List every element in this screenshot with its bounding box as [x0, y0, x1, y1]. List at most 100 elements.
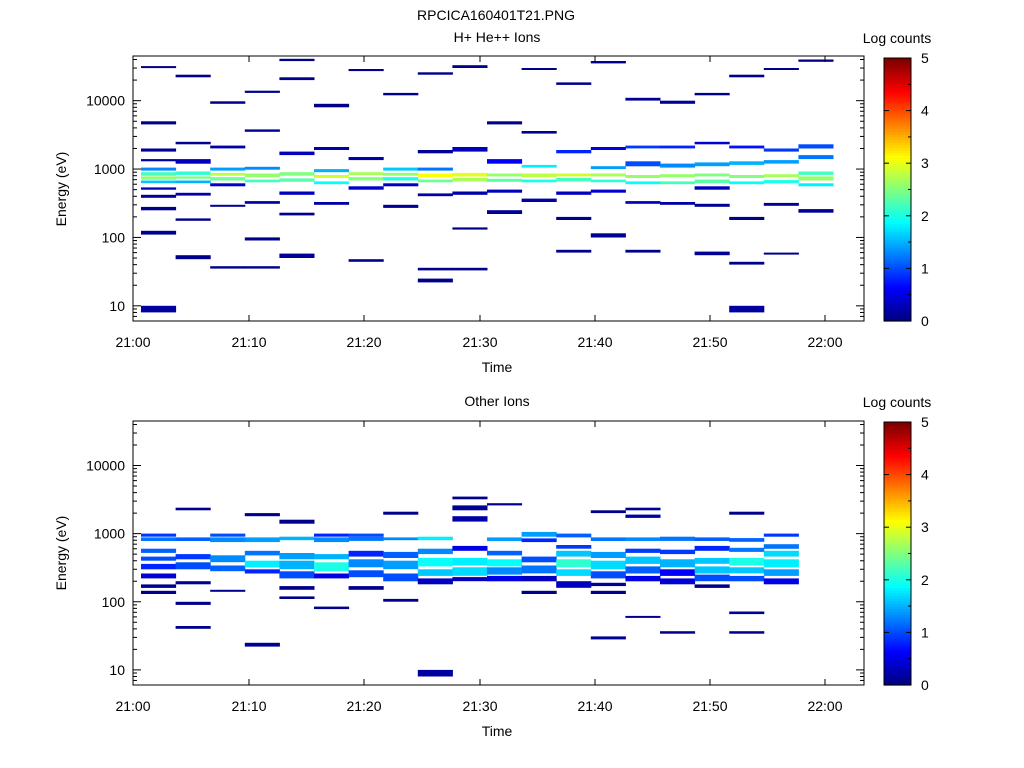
- colorbar-segment: [884, 192, 911, 196]
- figure-title: RPCICA160401T21.PNG: [417, 7, 575, 23]
- heatmap-cell: [556, 150, 592, 154]
- heatmap-cell: [729, 575, 765, 582]
- heatmap-cell: [175, 255, 211, 260]
- colorbar-segment: [884, 485, 911, 489]
- heatmap-cell: [383, 177, 419, 181]
- colorbar-segment: [884, 147, 911, 151]
- colorbar-segment: [884, 126, 911, 130]
- x-tick-label: 21:50: [692, 698, 727, 714]
- colorbar-segment: [884, 516, 911, 520]
- colorbar-segment: [884, 569, 911, 573]
- heatmap-cell: [694, 566, 730, 574]
- heatmap-cell: [521, 173, 557, 178]
- heatmap-cell: [417, 557, 453, 567]
- colorbar-segment: [884, 524, 911, 528]
- y-tick-label: 1000: [94, 526, 125, 542]
- colorbar-segment: [884, 207, 911, 212]
- colorbar-segment: [884, 281, 911, 285]
- heatmap-cell: [556, 581, 592, 588]
- heatmap-cell: [314, 606, 350, 610]
- heatmap-cell: [383, 551, 419, 558]
- y-tick-label: 100: [102, 594, 126, 610]
- heatmap-cell: [417, 150, 453, 154]
- heatmap-cell: [348, 186, 384, 190]
- x-axis: 21:00 21:10 21:20 21:30 21:40 21:50 22:00: [115, 56, 843, 350]
- colorbar-segment: [884, 221, 911, 225]
- colorbar-segment: [884, 450, 911, 455]
- heatmap-cell: [175, 601, 211, 605]
- heatmap-cell: [798, 155, 834, 160]
- colorbar-segment: [884, 247, 911, 251]
- heatmap-cell: [625, 249, 661, 253]
- heatmap-cell: [694, 179, 730, 184]
- colorbar-tick-label: 4: [921, 103, 929, 119]
- heatmap-cell: [279, 596, 315, 599]
- heatmap-cell: [141, 305, 177, 313]
- colorbar-segment: [884, 663, 911, 668]
- heatmap-cell: [763, 202, 799, 206]
- heatmap-cell: [417, 173, 453, 178]
- heatmap-cell: [694, 251, 730, 256]
- heatmap-cell: [729, 567, 765, 574]
- colorbar-segment: [884, 587, 911, 591]
- heatmap-cell: [348, 533, 384, 537]
- heatmap-cell: [175, 218, 211, 221]
- heatmap-cell: [210, 183, 246, 187]
- colorbar-segment: [884, 186, 911, 191]
- heatmap-cell: [141, 556, 177, 561]
- heatmap-cell: [383, 511, 419, 515]
- heatmap-cell: [210, 145, 246, 149]
- colorbar-segment: [884, 81, 911, 85]
- colorbar-segment: [884, 653, 911, 657]
- heatmap-cell: [175, 554, 211, 560]
- colorbar-segment: [884, 139, 911, 143]
- plot-frame: [132, 55, 865, 322]
- colorbar-segment: [884, 313, 911, 317]
- colorbar-segment: [884, 249, 911, 254]
- heatmap-cell: [210, 537, 246, 543]
- heatmap-cell: [417, 578, 453, 585]
- heatmap-cell: [763, 578, 799, 585]
- colorbar-segment: [884, 519, 911, 523]
- colorbar-segment: [884, 679, 911, 683]
- colorbar-segment: [884, 458, 911, 463]
- heatmap-cell: [383, 537, 419, 541]
- heatmap-cell: [729, 305, 765, 313]
- heatmap-cell: [694, 584, 730, 588]
- colorbar-segment: [884, 448, 911, 452]
- colorbar-segment: [884, 142, 911, 146]
- heatmap-cell: [521, 590, 557, 594]
- heatmap-cell: [244, 173, 280, 178]
- x-tick-label: 21:40: [577, 698, 612, 714]
- heatmap-cell: [175, 74, 211, 78]
- colorbar-segment: [884, 598, 911, 602]
- heatmap-cell: [210, 565, 246, 572]
- heatmap-cell: [625, 575, 661, 582]
- heatmap-cell: [625, 97, 661, 101]
- colorbar-segment: [884, 157, 911, 162]
- heatmap-cell: [210, 555, 246, 563]
- heatmap-cell: [417, 72, 453, 75]
- x-tick-label: 22:00: [807, 698, 842, 714]
- heatmap-cell: [244, 550, 280, 556]
- heatmap-cell: [660, 163, 696, 168]
- colorbar-segment: [884, 677, 911, 681]
- heatmap-cell: [348, 259, 384, 262]
- colorbar-segment: [884, 226, 911, 230]
- heatmap-cell: [521, 556, 557, 563]
- heatmap-cell: [487, 173, 523, 177]
- colorbar-segment: [884, 197, 911, 201]
- heatmap-cell: [279, 77, 315, 81]
- colorbar-segment: [884, 435, 911, 439]
- colorbar-segment: [884, 144, 911, 149]
- heatmap-cell: [694, 203, 730, 207]
- colorbar-segment: [884, 213, 911, 217]
- colorbar-segment: [884, 223, 911, 227]
- colorbar-segment: [884, 542, 911, 547]
- heatmap-cell: [175, 171, 211, 175]
- colorbar-segment: [884, 257, 911, 262]
- x-tick-label: 21:10: [231, 698, 266, 714]
- heatmap-cell: [175, 176, 211, 179]
- x-tick-label: 21:30: [462, 698, 497, 714]
- heatmap-cell: [625, 161, 661, 167]
